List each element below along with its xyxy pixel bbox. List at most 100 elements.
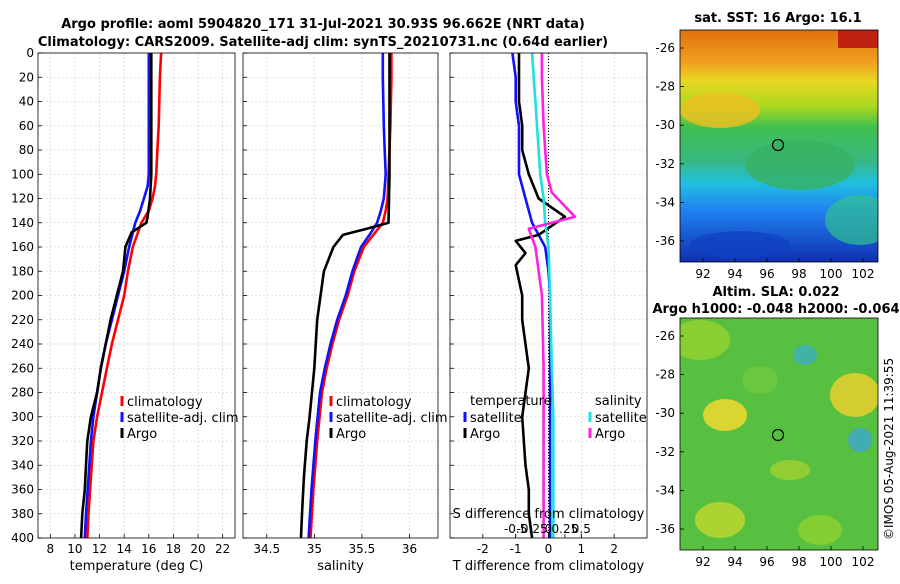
map-y-tick-label: -36 <box>655 522 675 536</box>
map-x-tick-label: 92 <box>695 555 710 569</box>
map-y-tick-label: -26 <box>655 329 675 343</box>
sla-map-title-line2: Argo h1000: -0.048 h2000: -0.064 <box>652 302 899 317</box>
map-x-tick-label: 98 <box>791 267 806 281</box>
sst-patch <box>825 195 878 245</box>
x-axis-label: temperature (deg C) <box>70 559 204 574</box>
figure-title-line1: Argo profile: aoml 5904820_171 31-Jul-20… <box>61 17 585 32</box>
sst-map: sat. SST: 16 Argo: 16.1 92 94 96 98 100 102 -2… <box>655 11 879 281</box>
map-x-tick-label: 102 <box>852 267 875 281</box>
x-tick-label: 22 <box>215 542 230 556</box>
panel-salinity: 34.5 35 35.5 36 salinity climatologysatellite… <box>242 52 448 574</box>
legend-title-salinity: salinity <box>595 394 642 409</box>
x2-tick-label: 0.5 <box>572 522 591 536</box>
map-x-tick-label: 96 <box>759 267 774 281</box>
x-tick-label: 10 <box>67 542 82 556</box>
y-tick-label: 360 <box>11 483 34 497</box>
credit-label: ©IMOS 05-Aug-2021 11:39:55 <box>882 358 896 540</box>
sst-patch <box>680 92 760 128</box>
map-y-tick-label: -28 <box>655 368 675 382</box>
panel-temperature: 8 10 12 14 16 18 20 22 temperature (deg C) 0 20 40 6… <box>11 46 239 574</box>
sla-patch <box>695 502 745 538</box>
y-tick-label: 380 <box>11 507 34 521</box>
sst-map-frame <box>679 29 879 263</box>
map-x-tick-label: 94 <box>727 267 742 281</box>
y-tick-label: 340 <box>11 458 34 472</box>
sst-argo-marker <box>771 138 785 152</box>
sla-patch <box>703 399 747 431</box>
x-tick-label: -2 <box>477 542 489 556</box>
legend-label: Argo <box>595 427 625 442</box>
legend-label: Argo <box>127 427 157 442</box>
x2-axis-label: S difference from climatology <box>453 507 645 522</box>
map-x-tick-label: 94 <box>727 555 742 569</box>
panel-difference: -2 -1 0 1 2 T difference from climatology temp… <box>449 52 648 574</box>
sla-patch <box>830 373 878 417</box>
map-y-tick-label: -34 <box>655 483 675 497</box>
sla-map: Altim. SLA: 0.022 Argo h1000: -0.048 h20… <box>652 285 899 569</box>
x-tick-label: 20 <box>190 542 205 556</box>
map-y-tick-label: -30 <box>655 118 675 132</box>
map-x-tick-label: 98 <box>791 555 806 569</box>
x-tick-label: 8 <box>46 542 54 556</box>
y-tick-label: 220 <box>11 313 34 327</box>
map-y-tick-label: -32 <box>655 157 675 171</box>
sst-map-title: sat. SST: 16 Argo: 16.1 <box>694 11 861 26</box>
y-tick-label: 20 <box>19 70 34 84</box>
sla-patch <box>680 320 730 360</box>
y-tick-label: 180 <box>11 264 34 278</box>
sst-patch <box>690 231 790 259</box>
y-tick-label: 140 <box>11 216 34 230</box>
map-y-tick-label: -34 <box>655 195 675 209</box>
y-tick-label: 300 <box>11 410 34 424</box>
x2-tick-label: -0.5 <box>504 522 527 536</box>
sst-patch <box>745 140 855 190</box>
y-tick-label: 160 <box>11 240 34 254</box>
y-tick-label: 200 <box>11 289 34 303</box>
y-tick-label: 0 <box>26 46 34 60</box>
legend-label: Argo <box>336 427 366 442</box>
map-y-tick-label: -26 <box>655 41 675 55</box>
sla-patch <box>770 460 810 480</box>
x-tick-label: 36 <box>402 542 417 556</box>
legend-title-temperature: temperature <box>470 394 552 409</box>
x-tick-label: 0 <box>545 542 553 556</box>
sla-patch <box>793 345 817 365</box>
x-tick-label: 14 <box>117 542 132 556</box>
map-y-tick-label: -36 <box>655 234 675 248</box>
map-y-tick-label: -32 <box>655 445 675 459</box>
x2-tick-label: -0.25 <box>517 522 548 536</box>
x-tick-label: 2 <box>610 542 618 556</box>
y-tick-label: 40 <box>19 95 34 109</box>
y-tick-label: 260 <box>11 361 34 375</box>
series-line-argo_s <box>527 53 577 538</box>
y-tick-label: 240 <box>11 337 34 351</box>
figure-title-line2: Climatology: CARS2009. Satellite-adj cli… <box>38 35 608 50</box>
legend-label: climatology <box>336 395 412 410</box>
x2-tick-label: 0.25 <box>552 522 579 536</box>
y-tick-label: 60 <box>19 119 34 133</box>
map-y-tick-label: -30 <box>655 406 675 420</box>
sla-patch <box>848 428 872 452</box>
x-tick-label: 18 <box>166 542 181 556</box>
sla-map-frame <box>679 317 879 551</box>
legend-label: satellite-adj. clim <box>336 411 448 426</box>
series-line-sat <box>511 52 552 538</box>
legend-label: Argo <box>470 427 500 442</box>
y-tick-label: 400 <box>11 531 34 545</box>
y-tick-label: 120 <box>11 192 34 206</box>
series-line-sat_s <box>530 52 555 538</box>
x2-tick-label: 0 <box>545 522 553 536</box>
x-tick-label: 35 <box>307 542 322 556</box>
y-tick-label: 100 <box>11 167 34 181</box>
legend-label: satellite <box>470 411 522 426</box>
sla-map-title: Altim. SLA: 0.022 <box>713 285 840 300</box>
series-line-clim <box>86 52 163 539</box>
map-x-tick-label: 102 <box>852 555 875 569</box>
sla-patch <box>798 515 842 545</box>
x-tick-label: 1 <box>578 542 586 556</box>
legend-label: satellite <box>595 411 647 426</box>
map-y-tick-label: -28 <box>655 80 675 94</box>
map-x-tick-label: 92 <box>695 267 710 281</box>
